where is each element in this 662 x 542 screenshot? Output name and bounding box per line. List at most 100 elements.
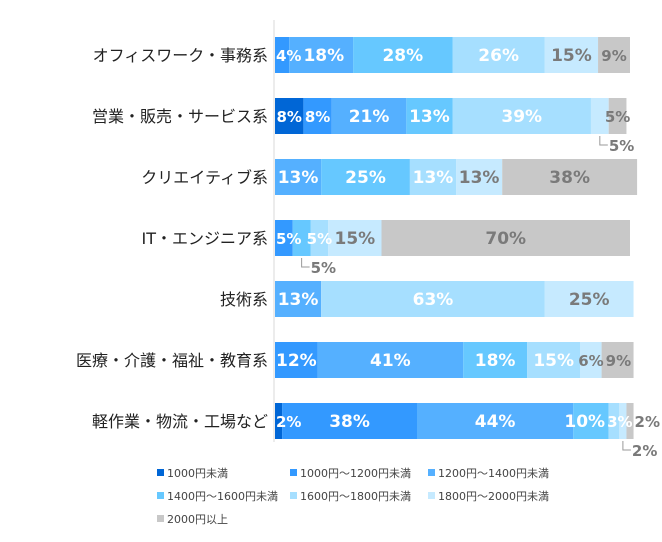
data-label: 13% — [459, 168, 500, 188]
data-label: 5% — [605, 108, 630, 126]
bar-segment — [310, 220, 329, 256]
bar-segment — [282, 403, 417, 439]
data-label: 18% — [475, 351, 516, 371]
bar-segment — [321, 281, 545, 317]
bar-segment — [527, 342, 581, 378]
data-label: 25% — [569, 290, 610, 310]
bar-segment — [381, 220, 630, 256]
legend-swatch — [157, 469, 164, 476]
data-label: 4% — [276, 47, 301, 65]
bar-segment — [353, 37, 453, 73]
data-label: 6% — [578, 352, 603, 370]
bar-segment — [328, 220, 382, 256]
data-label: 15% — [335, 229, 376, 249]
data-label: 8% — [305, 108, 330, 126]
bar-segment — [580, 342, 602, 378]
legend-swatch — [428, 492, 435, 499]
bar-segment — [317, 342, 464, 378]
bar-segment — [292, 220, 311, 256]
category-label: クリエイティブ系 — [141, 168, 268, 187]
legend-label: 1000円～1200円未満 — [300, 467, 411, 480]
data-label: 25% — [345, 168, 386, 188]
legend-label: 1600円～1800円未満 — [300, 490, 411, 503]
data-label: 13% — [278, 168, 319, 188]
legend-label: 2000円以上 — [167, 513, 228, 526]
data-label: 21% — [349, 107, 390, 127]
data-label: 3% — [607, 413, 632, 431]
bar-segment — [452, 98, 591, 134]
data-label: 13% — [413, 168, 454, 188]
legend-label: 1000円未満 — [167, 467, 228, 480]
data-label: 18% — [303, 46, 344, 66]
bar-segment — [275, 220, 293, 256]
legend-swatch — [290, 469, 297, 476]
bar-segment — [619, 403, 627, 439]
data-label: 5% — [609, 137, 634, 155]
data-label: 38% — [549, 168, 590, 188]
data-label: 15% — [551, 46, 592, 66]
legend-swatch — [157, 492, 164, 499]
bar-segment — [321, 159, 410, 195]
legend-label: 1200円～1400円未満 — [438, 467, 549, 480]
legend-label: 1800円～2000円未満 — [438, 490, 549, 503]
data-label: 38% — [329, 412, 370, 432]
bar-segment — [626, 403, 634, 439]
bar-segment — [601, 342, 634, 378]
legend-label: 1400円～1600円未満 — [167, 490, 278, 503]
data-label: 44% — [475, 412, 516, 432]
bar-segment — [275, 342, 318, 378]
bar-segment — [417, 403, 574, 439]
data-label: 39% — [501, 107, 542, 127]
bar-segment — [590, 98, 609, 134]
data-label: 12% — [276, 351, 317, 371]
bar-segment — [289, 37, 354, 73]
bar-segment — [573, 403, 609, 439]
category-label: オフィスワーク・事務系 — [93, 46, 268, 65]
data-label: 28% — [382, 46, 423, 66]
leader-line — [622, 441, 631, 451]
data-label: 2% — [635, 413, 660, 431]
category-label: 技術系 — [220, 290, 268, 309]
bar-segment — [608, 403, 620, 439]
category-label: 軽作業・物流・工場など — [92, 412, 268, 431]
bar-segment — [303, 98, 332, 134]
data-label: 2% — [632, 442, 657, 460]
bar-segment — [275, 403, 283, 439]
bar-segment — [275, 37, 290, 73]
bar-segment — [452, 37, 545, 73]
data-label: 63% — [413, 290, 454, 310]
leader-line — [599, 136, 608, 146]
bar-segment — [502, 159, 638, 195]
bar-segment — [275, 98, 304, 134]
data-label: 13% — [409, 107, 450, 127]
bar-segment — [275, 159, 322, 195]
data-label: 5% — [276, 230, 301, 248]
legend-swatch — [290, 492, 297, 499]
bar-segment — [544, 281, 634, 317]
data-label: 41% — [370, 351, 411, 371]
leader-line — [301, 258, 310, 268]
data-label: 8% — [276, 108, 301, 126]
bar-segment — [275, 281, 322, 317]
legend-swatch — [428, 469, 435, 476]
bar-segment — [456, 159, 503, 195]
bar-segment — [544, 37, 599, 73]
category-label: 営業・販売・サービス系 — [92, 107, 268, 126]
category-label: IT・エンジニア系 — [142, 229, 269, 248]
bar-segment — [406, 98, 453, 134]
data-label: 10% — [564, 412, 605, 432]
data-label: 9% — [601, 47, 626, 65]
data-label: 5% — [311, 259, 336, 277]
bar-segment — [463, 342, 528, 378]
data-label: 15% — [533, 351, 574, 371]
bar-segment — [331, 98, 407, 134]
bar-segment — [608, 98, 627, 134]
data-label: 9% — [606, 352, 631, 370]
category-label: 医療・介護・福祉・教育系 — [76, 351, 268, 370]
data-label: 13% — [278, 290, 319, 310]
bar-segment — [409, 159, 457, 195]
data-label: 5% — [307, 230, 332, 248]
data-label: 2% — [276, 413, 301, 431]
bar-segment — [598, 37, 630, 73]
